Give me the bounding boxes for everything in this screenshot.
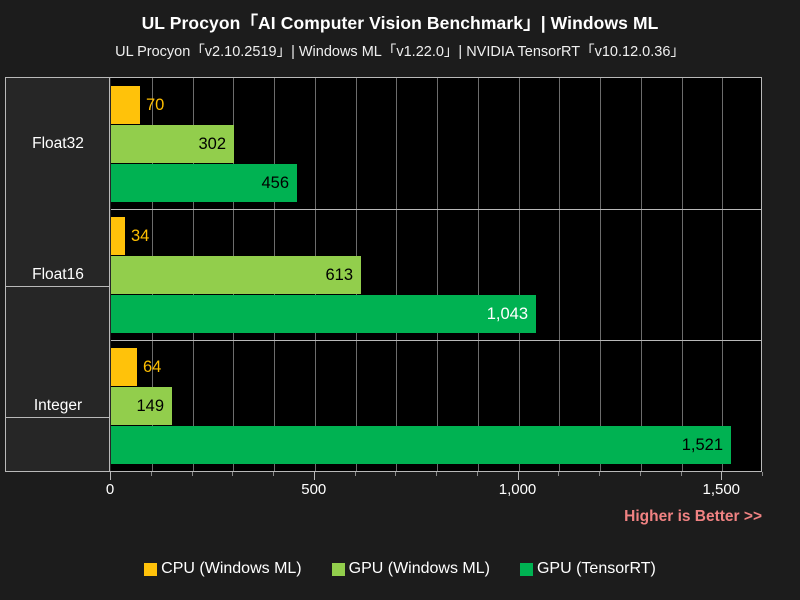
legend-swatch-icon xyxy=(331,562,345,576)
bar-value-label: 34 xyxy=(131,227,150,245)
x-tick-minor xyxy=(150,472,152,476)
x-tick-minor xyxy=(232,472,234,476)
bar-value-label: 149 xyxy=(136,397,164,415)
x-tick-label: 0 xyxy=(105,481,115,498)
bar xyxy=(111,348,137,386)
bar-value-label: 1,043 xyxy=(486,305,528,323)
category-separator-label xyxy=(6,286,109,287)
gridline xyxy=(559,78,561,471)
x-tick-minor xyxy=(639,472,641,476)
category-label: Float16 xyxy=(32,266,84,283)
category-axis-column xyxy=(6,78,110,471)
chart-legend: CPU (Windows ML) GPU (Windows ML) GPU (Ten… xyxy=(0,552,800,586)
bar xyxy=(111,125,234,163)
legend-swatch-icon xyxy=(519,562,533,576)
bar-value-label: 613 xyxy=(325,266,353,284)
bar-value-label: 64 xyxy=(143,358,162,376)
x-tick-label: 1,000 xyxy=(498,481,537,498)
x-tick-minor xyxy=(558,472,560,476)
bar-value-label: 456 xyxy=(261,174,289,192)
category-separator xyxy=(111,209,761,210)
x-tick-minor xyxy=(436,472,437,476)
category-separator xyxy=(111,340,761,341)
legend-label: GPU (Windows ML) xyxy=(348,560,490,577)
x-axis: 0 500 1,000 1,500 xyxy=(5,472,763,502)
bar-value-label: 1,521 xyxy=(681,436,723,454)
bar xyxy=(111,387,172,425)
category-label: Integer xyxy=(33,397,83,414)
bar xyxy=(111,164,297,202)
title-block: UL Procyon「AI Computer Vision Benchmark」… xyxy=(0,0,800,74)
gridline xyxy=(518,78,520,471)
legend-item[interactable]: CPU (Windows ML) xyxy=(144,560,302,578)
gridline xyxy=(396,78,398,471)
x-tick-minor xyxy=(680,472,682,476)
legend-item[interactable]: GPU (Windows ML) xyxy=(331,560,490,578)
x-tick-major xyxy=(313,472,315,480)
x-tick-minor xyxy=(354,472,356,476)
category-label: Float32 xyxy=(32,135,84,152)
x-tick-minor xyxy=(395,472,397,476)
bar-value-label: 70 xyxy=(146,96,165,114)
x-tick-major xyxy=(517,472,519,480)
category-separator-label xyxy=(6,417,109,418)
x-tick-major xyxy=(721,472,723,480)
x-tick-minor xyxy=(273,472,274,476)
legend-label: GPU (TensorRT) xyxy=(536,560,656,577)
bar xyxy=(111,295,536,333)
x-tick-label: 500 xyxy=(301,481,327,498)
legend-label: CPU (Windows ML) xyxy=(161,560,302,577)
gridline xyxy=(477,78,479,471)
chart-title: UL Procyon「AI Computer Vision Benchmark」… xyxy=(141,13,659,33)
bar xyxy=(111,217,125,255)
bar xyxy=(111,86,140,124)
bar-value-label: 302 xyxy=(198,135,226,153)
plot-area: 70 302 456 34 613 1,043 64 149 1,521 xyxy=(111,78,761,471)
gridline xyxy=(722,78,724,471)
x-tick-minor xyxy=(191,472,193,476)
bar xyxy=(111,256,361,294)
gridline xyxy=(640,78,642,471)
x-tick-major xyxy=(110,472,111,480)
legend-item[interactable]: GPU (TensorRT) xyxy=(519,560,656,578)
legend-swatch-icon xyxy=(144,562,158,576)
gridline xyxy=(437,78,438,471)
higher-is-better-annotation: Higher is Better >> xyxy=(624,508,762,525)
bar xyxy=(111,426,731,464)
chart-subtitle: UL Procyon「v2.10.2519」| Windows ML「v1.22… xyxy=(115,44,685,60)
x-tick-minor xyxy=(476,472,478,476)
gridline xyxy=(681,78,683,471)
x-tick-minor xyxy=(599,472,600,476)
x-tick-label: 1,500 xyxy=(702,481,741,498)
gridline xyxy=(600,78,601,471)
plot-frame: 70 302 456 34 613 1,043 64 149 1,521 Float32 Floa… xyxy=(5,77,762,472)
x-tick-minor xyxy=(762,472,763,476)
